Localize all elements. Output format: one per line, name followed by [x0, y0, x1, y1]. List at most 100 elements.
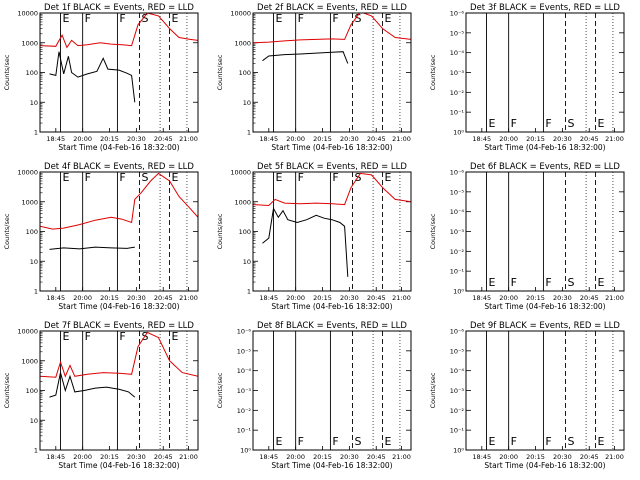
- y-tick-label: 10000: [17, 328, 38, 336]
- chart-title: Det 6f BLACK = Events, RED = LLD: [470, 162, 620, 172]
- y-tick-label: 10⁻¹: [450, 109, 465, 117]
- x-axis-label: Start Time (04-Feb-16 18:32:00): [271, 461, 392, 470]
- event-marker-label: F: [298, 171, 304, 184]
- y-tick-label: 10: [30, 258, 38, 266]
- x-tick-label: 18:45: [472, 135, 491, 143]
- event-marker-label: F: [545, 435, 551, 448]
- event-marker-label: E: [385, 435, 392, 448]
- x-tick-label: 21:00: [392, 294, 411, 302]
- y-tick-label: 10⁻⁶: [450, 10, 465, 18]
- y-tick-label: 100: [239, 228, 251, 236]
- series-line-events: [49, 372, 136, 398]
- x-tick-label: 18:45: [472, 294, 491, 302]
- y-tick-label: 10⁻⁵: [237, 347, 252, 355]
- event-marker-label: F: [511, 276, 517, 289]
- x-tick-label: 20:45: [367, 294, 386, 302]
- event-marker-label: F: [85, 330, 91, 343]
- x-axis-label: Start Time (04-Feb-16 18:32:00): [58, 143, 179, 152]
- event-marker-label: S: [355, 12, 362, 25]
- y-tick-label: 1000: [234, 198, 251, 206]
- y-axis-label: Counts/sec: [3, 372, 11, 408]
- x-axis-label: Start Time (04-Feb-16 18:32:00): [484, 461, 605, 470]
- y-tick-label: 100: [26, 69, 38, 77]
- y-tick-label: 10⁻⁵: [450, 347, 465, 355]
- y-axis-label: Counts/sec: [216, 54, 224, 90]
- y-tick-label: 10⁻¹: [237, 427, 252, 435]
- x-tick-label: 21:00: [179, 453, 198, 461]
- detector-chart-4: Det 4f BLACK = Events, RED = LLD Counts/s…: [3, 162, 199, 311]
- y-tick-label: 10⁰: [453, 447, 464, 455]
- detector-chart-1: Det 1f BLACK = Events, RED = LLD Counts/s…: [3, 3, 199, 152]
- x-tick-label: 20:15: [526, 453, 545, 461]
- event-marker-label: F: [545, 276, 551, 289]
- x-tick-label: 18:45: [46, 135, 65, 143]
- event-marker-label: F: [545, 117, 551, 130]
- x-tick-label: 20:15: [526, 294, 545, 302]
- y-tick-label: 10: [30, 417, 38, 425]
- y-tick-label: 10⁻⁴: [450, 367, 465, 375]
- x-tick-label: 20:00: [286, 453, 305, 461]
- event-marker-label: F: [332, 435, 338, 448]
- x-tick-label: 20:45: [154, 294, 173, 302]
- x-tick-label: 20:15: [313, 453, 332, 461]
- y-tick-label: 10⁻²: [237, 407, 252, 415]
- plot-frame: [252, 171, 412, 292]
- y-tick-label: 1000: [21, 198, 38, 206]
- series-line-lld: [253, 172, 411, 207]
- detector-chart-9: Det 9f BLACK = Events, RED = LLD Counts/s…: [429, 321, 625, 470]
- x-tick-label: 18:45: [46, 294, 65, 302]
- plot-frame: [252, 12, 412, 133]
- detector-chart-3: Det 3f BLACK = Events, RED = LLD Counts/s…: [429, 3, 625, 152]
- x-axis-label: Start Time (04-Feb-16 18:32:00): [484, 143, 605, 152]
- chart-title: Det 2f BLACK = Events, RED = LLD: [257, 3, 407, 13]
- y-tick-label: 10⁻³: [450, 69, 465, 77]
- y-tick-label: 10: [30, 99, 38, 107]
- series-line-events: [262, 206, 349, 277]
- x-tick-label: 20:45: [367, 453, 386, 461]
- y-tick-label: 1: [34, 129, 38, 137]
- chart-title: Det 5f BLACK = Events, RED = LLD: [257, 162, 407, 172]
- y-tick-label: 10⁻⁶: [450, 169, 465, 177]
- event-marker-label: E: [598, 117, 605, 130]
- x-tick-label: 20:30: [127, 294, 146, 302]
- event-marker-label: E: [385, 171, 392, 184]
- x-tick-label: 18:45: [472, 453, 491, 461]
- plot-frame: [465, 330, 625, 451]
- x-tick-label: 20:00: [499, 135, 518, 143]
- y-tick-label: 10⁻⁶: [450, 328, 465, 336]
- event-marker-label: E: [276, 171, 283, 184]
- x-tick-label: 20:15: [100, 294, 119, 302]
- x-tick-label: 20:30: [340, 135, 359, 143]
- event-marker-label: F: [511, 435, 517, 448]
- y-tick-label: 1: [34, 447, 38, 455]
- x-tick-label: 21:00: [179, 294, 198, 302]
- y-tick-label: 10: [243, 99, 251, 107]
- y-tick-label: 100: [26, 228, 38, 236]
- y-tick-label: 10⁰: [240, 447, 251, 455]
- y-tick-label: 10000: [230, 169, 251, 177]
- x-axis-label: Start Time (04-Feb-16 18:32:00): [271, 302, 392, 311]
- series-line-events: [262, 51, 349, 64]
- y-tick-label: 1: [247, 288, 251, 296]
- chart-title: Det 9f BLACK = Events, RED = LLD: [470, 321, 620, 331]
- x-tick-label: 20:15: [313, 135, 332, 143]
- series-line-lld: [253, 13, 411, 44]
- y-tick-label: 1000: [21, 357, 38, 365]
- y-tick-label: 1: [34, 288, 38, 296]
- event-marker-label: S: [142, 171, 149, 184]
- plot-frame: [39, 12, 199, 133]
- y-tick-label: 10000: [17, 10, 38, 18]
- x-tick-label: 20:00: [499, 294, 518, 302]
- detector-chart-6: Det 6f BLACK = Events, RED = LLD Counts/s…: [429, 162, 625, 311]
- plot-frame: [39, 330, 199, 451]
- x-tick-label: 20:00: [73, 135, 92, 143]
- event-marker-label: S: [568, 435, 575, 448]
- plot-frame: [465, 171, 625, 292]
- event-marker-label: E: [172, 330, 179, 343]
- event-marker-label: F: [298, 12, 304, 25]
- chart-title: Det 7f BLACK = Events, RED = LLD: [44, 321, 194, 331]
- x-tick-label: 20:45: [154, 135, 173, 143]
- y-axis-label: Counts/sec: [429, 372, 437, 408]
- event-marker-label: E: [598, 276, 605, 289]
- x-tick-label: 18:45: [46, 453, 65, 461]
